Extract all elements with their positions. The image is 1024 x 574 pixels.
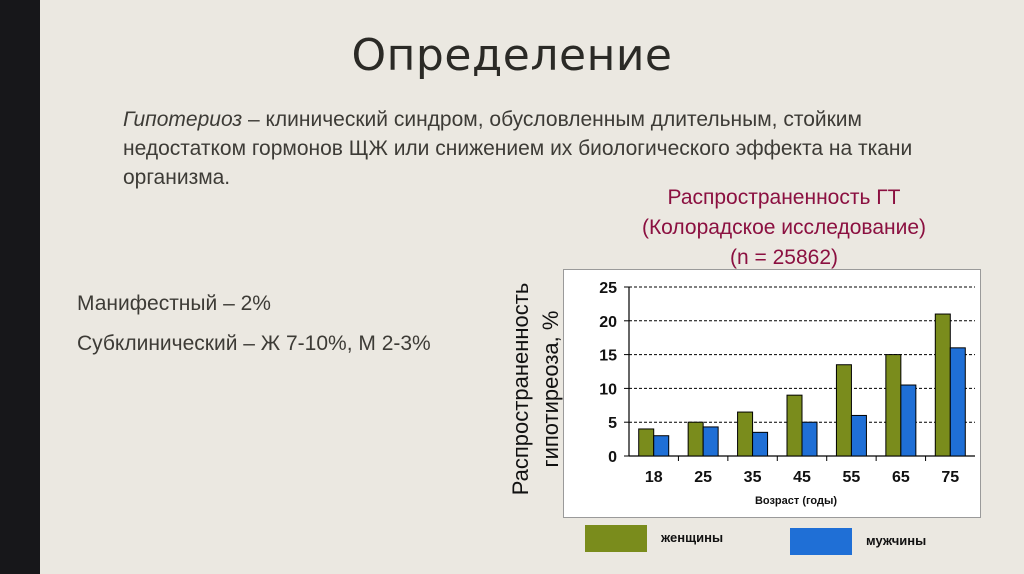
bar-women-55 (835, 364, 852, 457)
definition-term: Гипотериоз (123, 108, 243, 131)
chart-title-line-1: Распространенность ГТ (667, 186, 901, 209)
definition-text: – клинический синдром, обусловленным дли… (123, 108, 913, 189)
y-tick-label: 15 (599, 348, 617, 365)
bar-women-75 (934, 313, 951, 457)
legend-label-women: женщины (661, 530, 724, 545)
x-tick-label: 18 (645, 469, 663, 486)
bar-women-35 (737, 411, 754, 457)
bar-men-75 (949, 347, 966, 457)
bar-men-55 (850, 414, 867, 457)
legend-swatch-women (585, 525, 647, 552)
x-tick-label: 25 (694, 469, 712, 486)
slide-title: Определение (351, 30, 673, 81)
subclinical-line: Субклинический – Ж 7-10%, М 2-3% (77, 332, 431, 355)
y-axis-label-line-1: Распространенность (508, 282, 533, 496)
y-tick-label: 5 (608, 415, 617, 432)
bar-men-65 (900, 384, 917, 457)
chart-title: Распространенность ГТ (Колорадское иссле… (596, 183, 972, 273)
bar-men-35 (752, 431, 769, 457)
chart-title-line-3: (n = 25862) (730, 246, 838, 269)
bar-men-45 (801, 421, 818, 457)
y-axis-label: Распространенность гипотиреоза, % (506, 283, 566, 496)
bar-women-65 (885, 354, 902, 457)
chart-title-line-2: (Колорадское исследование) (641, 216, 927, 239)
bar-men-18 (653, 435, 670, 457)
legend-label-men: мужчины (866, 533, 927, 548)
bar-women-45 (786, 394, 803, 457)
y-tick-label: 0 (608, 449, 617, 466)
bar-women-25 (687, 421, 704, 457)
y-tick-label: 20 (599, 314, 617, 331)
x-tick-label: 75 (941, 469, 959, 486)
bar-chart: 0 5 10 15 20 25 18 25 35 45 55 65 75 Возраст (годы) (599, 280, 975, 507)
x-tick-label: 35 (744, 469, 762, 486)
x-tick-label: 45 (793, 469, 811, 486)
x-tick-label: 55 (843, 469, 861, 486)
y-tick-label: 10 (599, 381, 617, 398)
bar-men-25 (702, 426, 719, 457)
legend-swatch-men (790, 528, 852, 555)
x-tick-label: 65 (892, 469, 910, 486)
left-accent-bar (0, 0, 40, 574)
bar-women-18 (638, 428, 655, 457)
manifest-line: Манифестный – 2% (77, 292, 271, 315)
definition-paragraph: Гипотериоз – клинический синдром, обусло… (123, 105, 983, 192)
x-axis-label: Возраст (годы) (755, 495, 837, 507)
y-axis-label-line-2: гипотиреоза, % (538, 310, 563, 468)
y-tick-label: 25 (599, 280, 617, 297)
